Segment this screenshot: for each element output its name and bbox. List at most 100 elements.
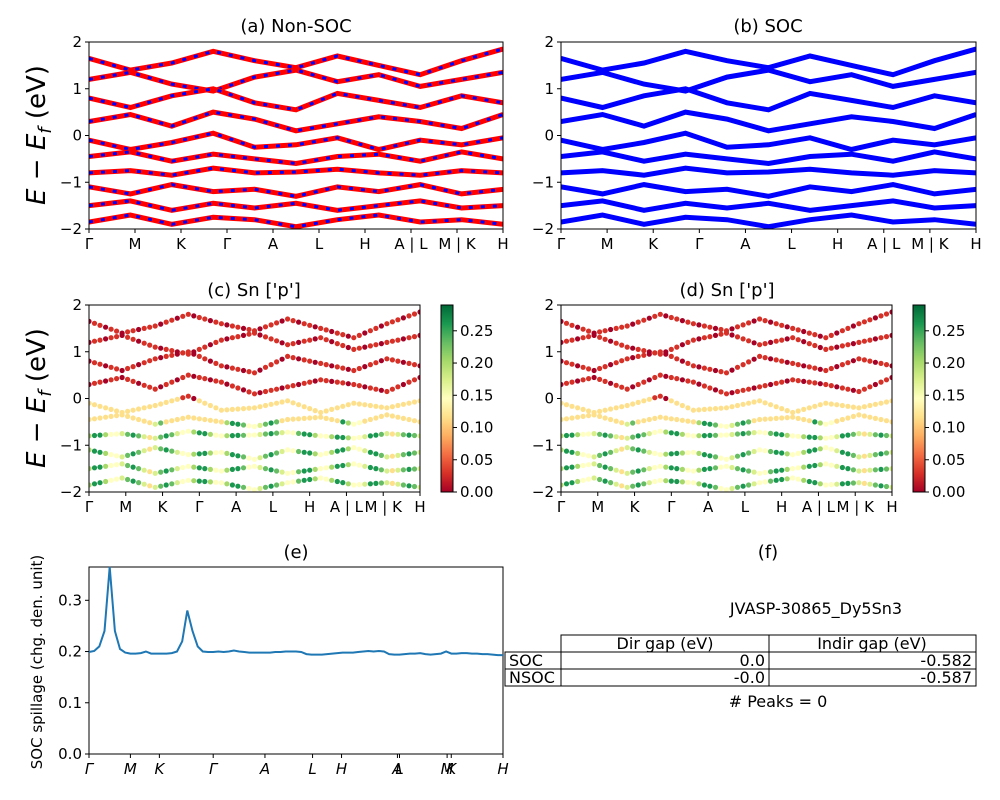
band-point — [158, 355, 164, 361]
band-point — [646, 416, 652, 423]
x-tick-label: Γ — [85, 235, 94, 253]
band-point — [861, 386, 867, 392]
band-point — [668, 451, 674, 457]
band-point — [406, 335, 412, 341]
band-point — [125, 376, 131, 382]
band-point — [367, 385, 373, 391]
band-point — [790, 325, 796, 331]
band-point — [329, 363, 335, 369]
band-point — [878, 400, 884, 406]
band-point — [411, 483, 418, 490]
band-point — [141, 340, 147, 346]
band-point — [685, 378, 691, 384]
band-point — [806, 330, 812, 336]
band-point — [624, 344, 630, 350]
band-point — [861, 480, 867, 486]
band-point — [685, 479, 691, 485]
band-point — [202, 466, 208, 472]
band-point — [701, 365, 707, 371]
colorbar-tick-label: 0.00 — [460, 483, 493, 501]
band-point — [624, 356, 630, 362]
band-point — [580, 413, 586, 419]
band-point — [307, 415, 313, 421]
band-point — [235, 385, 241, 391]
band-point — [608, 449, 614, 455]
band-point — [734, 466, 741, 472]
band-point — [762, 318, 768, 324]
band-point — [279, 340, 285, 346]
band-point — [307, 358, 313, 364]
band-point — [334, 341, 340, 347]
band-point — [125, 431, 131, 437]
band-point — [746, 468, 752, 474]
band-point — [823, 482, 829, 488]
band-point — [806, 434, 812, 440]
band-point — [839, 481, 845, 487]
band-point — [290, 400, 296, 406]
band-point — [125, 365, 131, 372]
band-point — [351, 445, 357, 451]
band-point — [119, 431, 125, 437]
band-point — [417, 484, 420, 490]
band-point — [696, 322, 702, 328]
band-point — [147, 358, 153, 364]
band-point — [757, 384, 763, 390]
y-tick-label: −1 — [532, 436, 554, 454]
band-point — [180, 415, 186, 421]
band-point — [561, 482, 564, 488]
band-point — [630, 469, 636, 475]
band-point — [613, 382, 619, 388]
band-point — [147, 483, 153, 489]
band-point — [674, 416, 680, 423]
band-point — [779, 450, 785, 456]
band-point — [345, 481, 351, 487]
band-point — [580, 477, 586, 483]
band-point — [641, 317, 647, 323]
band-point — [285, 353, 291, 359]
band-point — [845, 325, 851, 331]
band-point — [351, 346, 357, 352]
band-point — [812, 447, 818, 453]
band-point — [246, 464, 252, 470]
band-point — [268, 362, 274, 368]
band-point — [712, 387, 719, 393]
band-point — [130, 328, 136, 334]
band-point — [185, 452, 191, 458]
band-point — [185, 393, 191, 399]
band-point — [180, 395, 186, 401]
band-point — [89, 339, 92, 345]
band-line-overlay — [89, 199, 503, 212]
panel-e-y-ticks: 0.0 0.1 0.2 0.3 — [58, 591, 89, 763]
band-point — [657, 393, 663, 399]
band-point — [334, 379, 340, 385]
y-tick-label: 0 — [544, 127, 554, 145]
band-point — [411, 362, 418, 368]
band-point — [262, 364, 269, 370]
y-tick-label: −1 — [60, 173, 82, 191]
band-point — [812, 434, 818, 441]
band-point — [196, 374, 202, 381]
band-point — [883, 362, 890, 368]
band-point — [411, 311, 418, 317]
band-point — [141, 418, 147, 424]
band-point — [657, 349, 663, 355]
band-point — [586, 328, 592, 334]
band-point — [185, 477, 191, 483]
band-point — [652, 464, 658, 471]
band-point — [334, 418, 340, 424]
x-tick-label: Γ — [695, 235, 704, 253]
band-point — [169, 379, 175, 385]
band-point — [169, 348, 175, 354]
band-point — [746, 338, 752, 344]
band-point — [856, 339, 862, 345]
band-point — [373, 342, 379, 348]
band-point — [268, 387, 274, 393]
band-point — [828, 345, 834, 351]
band-point — [801, 464, 807, 470]
band-point — [646, 449, 652, 455]
band-point — [635, 482, 641, 488]
band-point — [224, 364, 230, 370]
x-tick-label: H — [776, 498, 787, 516]
band-point — [723, 432, 730, 438]
